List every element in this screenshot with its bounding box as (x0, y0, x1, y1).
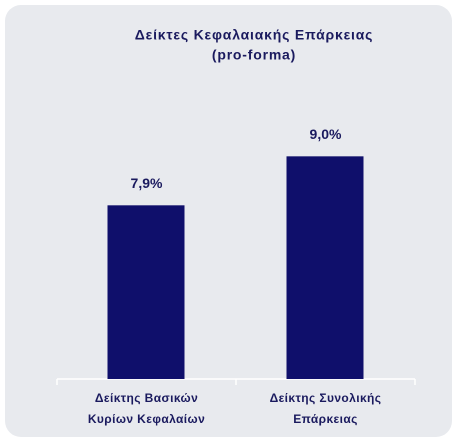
chart-subtitle: (pro-forma) (212, 47, 296, 63)
data-label: 9,0% (310, 126, 342, 142)
x-tick-label: Δείκτης Συνολικής Επάρκειας (270, 391, 382, 426)
bar (107, 205, 185, 379)
panel (5, 5, 452, 437)
x-tick-label: Δείκτης Βασικών Κυρίων Κεφαλαίων (88, 391, 205, 426)
x-tick-label-line: Δείκτης Συνολικής (270, 391, 382, 405)
x-tick-label-line: Δείκτης Βασικών (95, 391, 198, 405)
x-tick-label-line: Επάρκειας (293, 412, 358, 426)
data-label: 7,9% (131, 175, 163, 191)
bar (286, 156, 364, 379)
x-tick-label-line: Κυρίων Κεφαλαίων (88, 412, 205, 426)
chart-title: Δείκτες Κεφαλαιακής Επάρκειας (135, 27, 373, 43)
